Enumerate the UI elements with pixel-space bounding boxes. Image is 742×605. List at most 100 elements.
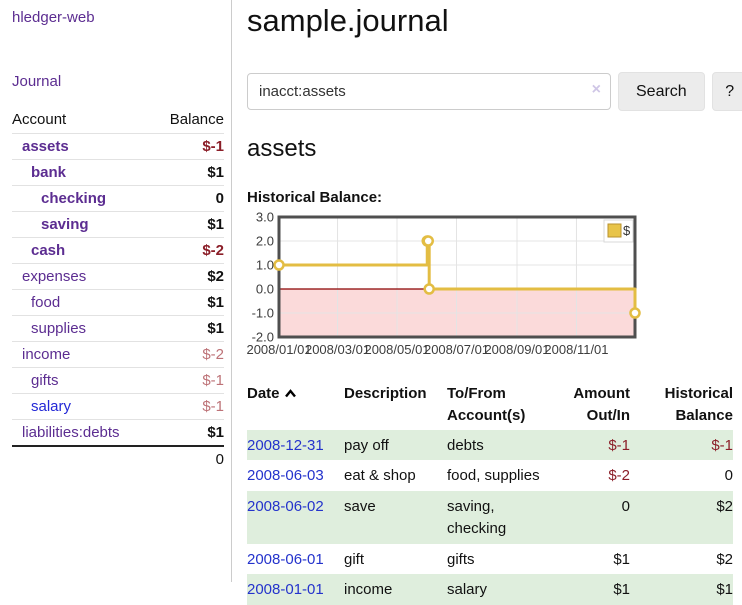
account-balance: $-1 [152, 393, 224, 420]
clear-search-icon[interactable]: × [591, 81, 601, 98]
svg-text:-2.0: -2.0 [252, 330, 274, 345]
transaction-description: eat & shop [344, 467, 416, 485]
account-link-assets[interactable]: assets [22, 138, 69, 155]
accounts-total-row: 0 [12, 445, 224, 472]
account-balance: $1 [152, 211, 224, 238]
account-balance: $-2 [152, 341, 224, 368]
account-heading: assets [247, 135, 317, 162]
account-balance: $1 [152, 419, 224, 446]
account-link-gifts[interactable]: gifts [31, 372, 59, 389]
account-row-food: food $1 [12, 289, 224, 316]
svg-text:-1.0: -1.0 [252, 306, 274, 321]
search-button[interactable]: Search [618, 72, 705, 111]
transaction-description: pay off [344, 436, 389, 454]
transaction-row: 2008-06-03 eat & shop food, supplies $-2… [247, 460, 733, 491]
svg-text:3.0: 3.0 [256, 212, 274, 225]
historical-balance-chart: $3.0 2.0 1.0 0.0 -1.0 -2.0 2008/01/01 2008/03/0… [246, 210, 742, 366]
transaction-balance: 0 [724, 467, 733, 485]
svg-text:2.0: 2.0 [256, 234, 274, 249]
register-header-description: Description [344, 385, 427, 402]
register-header-row: Date Description To/From Account(s) Amoun… [247, 380, 733, 430]
page-title: sample.journal [247, 3, 449, 38]
transaction-description: income [344, 581, 393, 599]
sort-ascending-icon [284, 383, 297, 405]
accounts-header-row: Account Balance [12, 106, 224, 134]
svg-text:2008/03/01: 2008/03/01 [305, 342, 370, 357]
chart-title: Historical Balance: [247, 189, 383, 206]
main-content: sample.journal × Search ? assets Histori… [232, 0, 742, 605]
transaction-amount: 0 [621, 498, 630, 515]
account-balance: $1 [152, 315, 224, 342]
accounts-table: Account Balance assets $-1 bank $1 check… [12, 106, 224, 472]
transaction-accounts: salary [447, 581, 488, 599]
search-input[interactable] [247, 73, 611, 110]
transaction-amount: $-1 [608, 436, 630, 454]
svg-text:1.0: 1.0 [256, 258, 274, 273]
accounts-header-balance: Balance [169, 111, 224, 128]
account-row-cash: cash $-2 [12, 237, 224, 264]
account-balance: $2 [152, 263, 224, 290]
transaction-amount: $-2 [608, 467, 630, 485]
transaction-balance: $-1 [711, 436, 733, 454]
account-link-bank[interactable]: bank [31, 164, 67, 181]
account-link-liabilities-debts[interactable]: liabilities:debts [22, 424, 120, 441]
transaction-accounts: food, supplies [447, 467, 540, 485]
svg-text:$: $ [623, 223, 631, 238]
svg-text:2008/07/01: 2008/07/01 [424, 342, 489, 357]
svg-text:2008/11/01: 2008/11/01 [544, 342, 608, 357]
account-link-saving[interactable]: saving [41, 216, 89, 233]
account-row-liabilities-debts: liabilities:debts $1 [12, 419, 224, 446]
account-row-assets: assets $-1 [12, 133, 224, 160]
register-header-date[interactable]: Date [247, 380, 344, 430]
transaction-accounts: debts [447, 436, 484, 454]
account-link-income[interactable]: income [22, 346, 71, 363]
account-row-checking: checking 0 [12, 185, 224, 212]
transaction-date-link[interactable]: 2008-06-01 [247, 550, 324, 568]
svg-text:2008/01/01: 2008/01/01 [247, 342, 312, 357]
account-link-cash[interactable]: cash [31, 242, 66, 259]
register-table: Date Description To/From Account(s) Amoun… [247, 380, 733, 605]
account-link-food[interactable]: food [31, 294, 61, 311]
chart-canvas: $3.0 2.0 1.0 0.0 -1.0 -2.02008/01/012008/03/0… [246, 210, 641, 357]
transaction-amount: $1 [613, 550, 630, 568]
account-row-gifts: gifts $-1 [12, 367, 224, 394]
transaction-date-link[interactable]: 2008-06-02 [247, 498, 324, 515]
transaction-date-link[interactable]: 2008-06-03 [247, 467, 324, 485]
transaction-accounts: gifts [447, 550, 475, 568]
account-link-supplies[interactable]: supplies [31, 320, 87, 337]
transaction-date-link[interactable]: 2008-01-01 [247, 581, 324, 599]
sidebar-item-journal[interactable]: Journal [12, 73, 62, 90]
transaction-balance: $1 [716, 581, 733, 599]
transaction-accounts: saving, checking [447, 498, 507, 537]
account-link-checking[interactable]: checking [41, 190, 107, 207]
account-link-salary[interactable]: salary [31, 398, 72, 415]
account-balance: 0 [152, 185, 224, 212]
register-header-tofrom: To/From Account(s) [447, 385, 526, 424]
transaction-description: gift [344, 550, 365, 568]
transaction-row: 2008-06-01 gift gifts $1 $2 [247, 544, 733, 575]
account-row-income: income $-2 [12, 341, 224, 368]
register-header-balance: Historical Balance [664, 385, 733, 424]
transaction-amount: $1 [613, 581, 630, 599]
transaction-date-link[interactable]: 2008-12-31 [247, 436, 324, 454]
search-help-button[interactable]: ? [711, 72, 742, 111]
account-balance: $-1 [152, 133, 224, 160]
transaction-description: save [344, 498, 376, 515]
account-link-expenses[interactable]: expenses [22, 268, 87, 285]
account-row-saving: saving $1 [12, 211, 224, 238]
transaction-balance: $2 [716, 498, 733, 515]
transaction-row: 2008-01-01 income salary $1 $1 [247, 574, 733, 605]
account-balance: $-2 [152, 237, 224, 264]
svg-text:2008/05/01: 2008/05/01 [364, 342, 429, 357]
search-form: × Search ? [247, 72, 742, 111]
account-row-salary: salary $-1 [12, 393, 224, 420]
transaction-balance: $2 [716, 550, 733, 568]
svg-text:2008/09/01: 2008/09/01 [484, 342, 549, 357]
account-balance: $1 [152, 159, 224, 186]
svg-text:0.0: 0.0 [256, 282, 274, 297]
account-balance: $-1 [152, 367, 224, 394]
account-row-expenses: expenses $2 [12, 263, 224, 290]
brand-link[interactable]: hledger-web [12, 9, 95, 26]
sidebar: hledger-web Journal Account Balance asse… [0, 0, 232, 582]
